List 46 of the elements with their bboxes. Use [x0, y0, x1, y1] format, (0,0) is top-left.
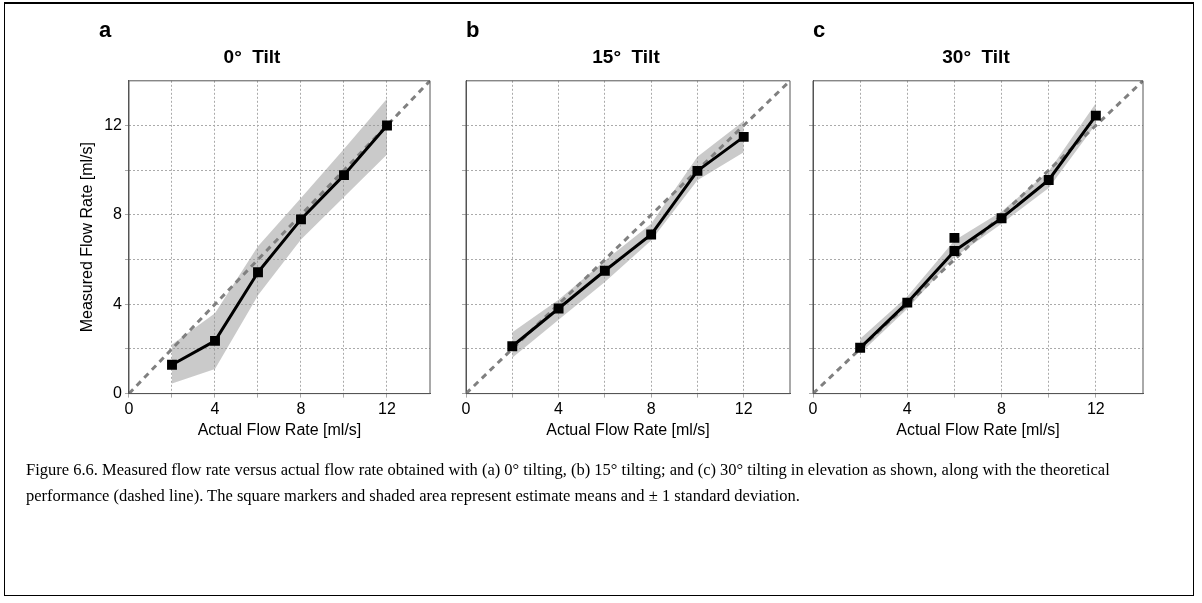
y-tick-label: 0 [113, 384, 123, 402]
point [382, 120, 392, 131]
x-tick-label: 0 [808, 399, 818, 417]
y-tick-label: 8 [113, 205, 123, 223]
point [949, 232, 960, 243]
caption: Figure 6.6. Measured flow rate versus actual flow rate obtained with (a) 0° tilting, (b) 15° tilting; and (c) 30° tilting in elevation as shown, along with the theoretical performance (dashed line). The square markers and shaded area represent estimate means and ± 1 standard deviation. [26, 459, 1111, 507]
x-tick-label: 12 [1086, 399, 1105, 417]
chart-title: 15° Tilt [592, 45, 661, 67]
point [855, 342, 866, 353]
x-tick-label: 0 [461, 399, 471, 417]
point [296, 214, 306, 225]
point [599, 265, 610, 276]
point [553, 303, 564, 314]
x-tick-label: 8 [646, 399, 656, 417]
point [1090, 110, 1101, 121]
x-tick-label: 12 [378, 399, 396, 417]
point [210, 335, 220, 346]
x-tick-label: 0 [124, 399, 134, 417]
point [692, 165, 703, 176]
y-axis-title: Measured Flow Rate [ml/s] [78, 142, 96, 333]
x-axis-title: Actual Flow Rate [ml/s] [546, 420, 710, 438]
text: c [813, 16, 826, 42]
x-tick-label: 8 [296, 399, 306, 417]
x-tick-label: 4 [210, 399, 220, 417]
point [507, 341, 518, 352]
text: a [99, 16, 112, 42]
chart-title: 30° Tilt [942, 45, 1011, 67]
point [339, 170, 349, 181]
x-axis-title: Actual Flow Rate [ml/s] [197, 420, 362, 438]
x-tick-label: 4 [554, 399, 564, 417]
point [996, 213, 1007, 224]
x-tick-label: 4 [902, 399, 912, 417]
point [167, 359, 177, 370]
y-tick-label: 12 [104, 115, 123, 133]
x-tick-label: 8 [997, 399, 1007, 417]
point [646, 229, 657, 240]
point [949, 246, 960, 256]
point [902, 297, 913, 308]
chart-title: 0° Tilt [223, 45, 282, 67]
x-tick-label: 12 [734, 399, 753, 417]
x-axis-title: Actual Flow Rate [ml/s] [896, 420, 1060, 438]
y-tick-label: 4 [113, 294, 123, 312]
point [1043, 175, 1054, 185]
point [253, 267, 263, 278]
text: b [466, 16, 480, 42]
point [738, 131, 749, 142]
